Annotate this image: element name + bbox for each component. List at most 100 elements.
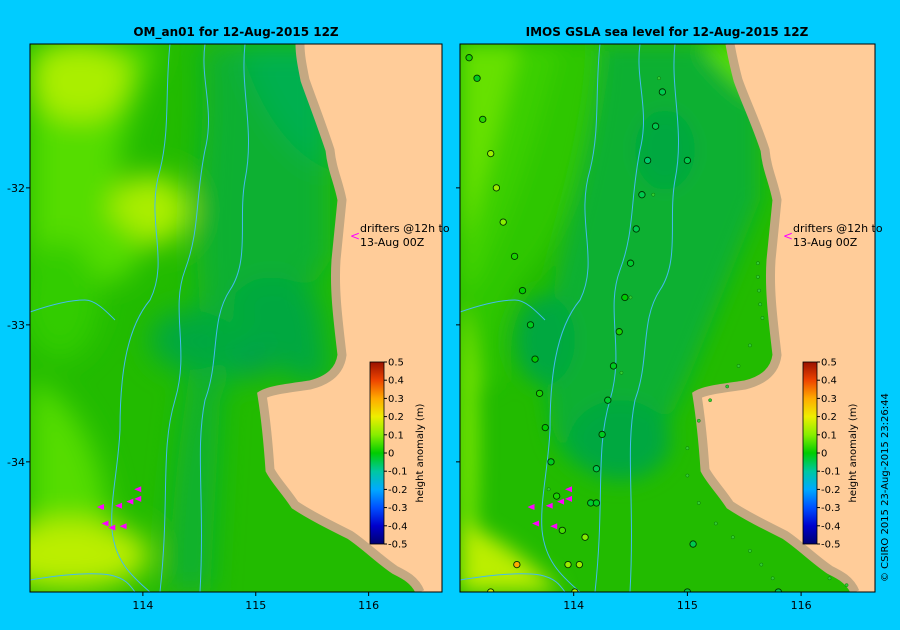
drifter-marker: [134, 495, 142, 502]
colorbar-tick-label: -0.4: [388, 521, 408, 532]
observation-point-small: [651, 192, 656, 197]
observation-point-small: [685, 446, 690, 450]
right-colorbar: 0.5 0.4 0.3 0.2 0.1 0 -0.1 -0.2 -0.3 -0.4 -0.5 heig…: [802, 358, 859, 551]
colorbar-tick-label: -0.2: [388, 485, 408, 496]
right-annotation-line2: 13-Aug 00Z: [793, 236, 858, 249]
observation-point-small: [757, 288, 761, 293]
drifter-marker: [126, 498, 134, 505]
observation-point: [558, 526, 566, 534]
observation-point-small: [760, 316, 765, 320]
observation-panel: IMOS GSLA sea level for 12-Aug-2015 12Z: [456, 25, 883, 612]
observation-points: [465, 54, 849, 592]
x-tick-label: 116: [791, 599, 812, 612]
drifter-marker: [119, 523, 127, 530]
colorbar-scale: [369, 361, 385, 545]
observation-point: [479, 115, 487, 124]
copyright-note: © CSIRO 2015 23-Aug-2015 23:26:44: [880, 393, 891, 582]
observation-point: [510, 252, 519, 261]
observation-point: [473, 74, 481, 82]
observation-point: [526, 321, 535, 329]
observation-point: [621, 293, 629, 302]
model-panel: OM_an01 for 12-Aug-2015 12Z: [7, 25, 450, 612]
observation-point-small: [685, 473, 690, 478]
observation-point: [643, 156, 652, 165]
colorbar-tick-label: -0.3: [388, 503, 408, 514]
observation-point: [531, 355, 539, 363]
observation-point: [581, 533, 589, 541]
observation-point-small: [827, 576, 832, 581]
x-tick-label: 116: [358, 599, 379, 612]
observation-point: [592, 465, 601, 473]
colorbar-tick-label: 0.3: [821, 394, 837, 405]
drifter-marker: [565, 495, 573, 502]
drifter-marker: [550, 523, 558, 530]
right-axis-ticks: 114 115 116: [456, 187, 812, 612]
observation-point-small: [756, 261, 760, 266]
observation-point: [552, 492, 561, 500]
y-tick-label: -33: [7, 319, 25, 332]
colorbar-tick-label: -0.3: [821, 503, 841, 514]
observation-point-small: [736, 364, 741, 368]
colorbar-tick-label: 0: [388, 449, 394, 460]
x-tick-label: 115: [677, 599, 698, 612]
observation-point-small: [657, 76, 661, 81]
observation-point: [513, 560, 521, 569]
colorbar-tick-label: 0.1: [821, 430, 837, 441]
colorbar-label: height anomaly (m): [848, 403, 859, 502]
observation-point: [541, 423, 549, 432]
observation-point: [575, 560, 584, 569]
observation-point: [632, 225, 640, 233]
right-panel-title: IMOS GSLA sea level for 12-Aug-2015 12Z: [526, 25, 809, 39]
drifters-left: [96, 486, 142, 531]
left-axis-ticks: 114 115 116 -32 -33 -34: [7, 182, 379, 612]
colorbar-label: height anomaly (m): [415, 403, 426, 502]
land-left: [262, 44, 442, 592]
observation-point: [658, 88, 667, 96]
right-annotation-line1: drifters @12h to: [793, 222, 883, 235]
observation-point: [609, 362, 618, 370]
x-tick-label: 115: [245, 599, 266, 612]
drifter-marker: [101, 520, 109, 527]
left-annotation-line2: 13-Aug 00Z: [360, 236, 425, 249]
drifter-marker: [565, 486, 573, 493]
colorbar-tick-label: 0.2: [821, 412, 837, 423]
observation-point: [492, 184, 501, 192]
observation-point: [683, 156, 692, 165]
observation-point: [535, 389, 544, 397]
colorbar-tick-label: -0.1: [821, 467, 841, 478]
colorbar-tick-label: 0.4: [388, 376, 404, 387]
observation-point: [638, 191, 646, 199]
observation-point: [598, 430, 606, 439]
y-tick-label: -34: [7, 456, 25, 469]
colorbar-tick-label: 0.4: [821, 376, 837, 387]
colorbar-tick-label: 0.1: [388, 430, 404, 441]
observation-point-small: [759, 562, 764, 567]
colorbar-tick-label: 0.3: [388, 394, 404, 405]
land-right: [697, 44, 875, 592]
observation-point: [689, 540, 697, 548]
observation-point: [592, 499, 601, 507]
observation-point-small: [725, 384, 729, 389]
observation-point: [465, 54, 473, 62]
colorbar-tick-label: 0.5: [388, 358, 404, 369]
colorbar-tick-label: 0.2: [388, 412, 404, 423]
observation-point-small: [696, 418, 701, 423]
x-tick-label: 114: [132, 599, 153, 612]
left-annotation-marker: <: [350, 229, 360, 243]
left-colorbar: 0.5 0.4 0.3 0.2 0.1 0 -0.1 -0.2 -0.3 -0.4 -0.5 heig…: [369, 358, 426, 551]
colorbar-tick-label: -0.1: [388, 467, 408, 478]
observation-point: [547, 458, 555, 466]
drifter-marker: [96, 504, 104, 511]
colorbar-tick-label: -0.5: [821, 540, 841, 551]
observation-point-small: [770, 576, 775, 581]
observation-point-small: [708, 398, 712, 403]
observation-point-small: [758, 302, 762, 307]
colorbar-tick-label: -0.2: [821, 485, 841, 496]
drifter-marker: [527, 504, 535, 511]
observation-point-small: [546, 487, 551, 492]
observation-point-small: [696, 501, 701, 505]
drifter-marker: [108, 524, 116, 531]
observation-point-small: [628, 295, 633, 300]
observation-point: [487, 149, 495, 158]
